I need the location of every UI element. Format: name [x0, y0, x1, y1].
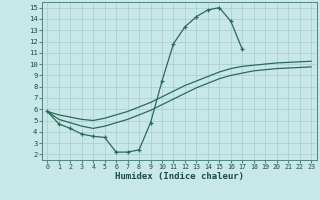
X-axis label: Humidex (Indice chaleur): Humidex (Indice chaleur) [115, 172, 244, 181]
